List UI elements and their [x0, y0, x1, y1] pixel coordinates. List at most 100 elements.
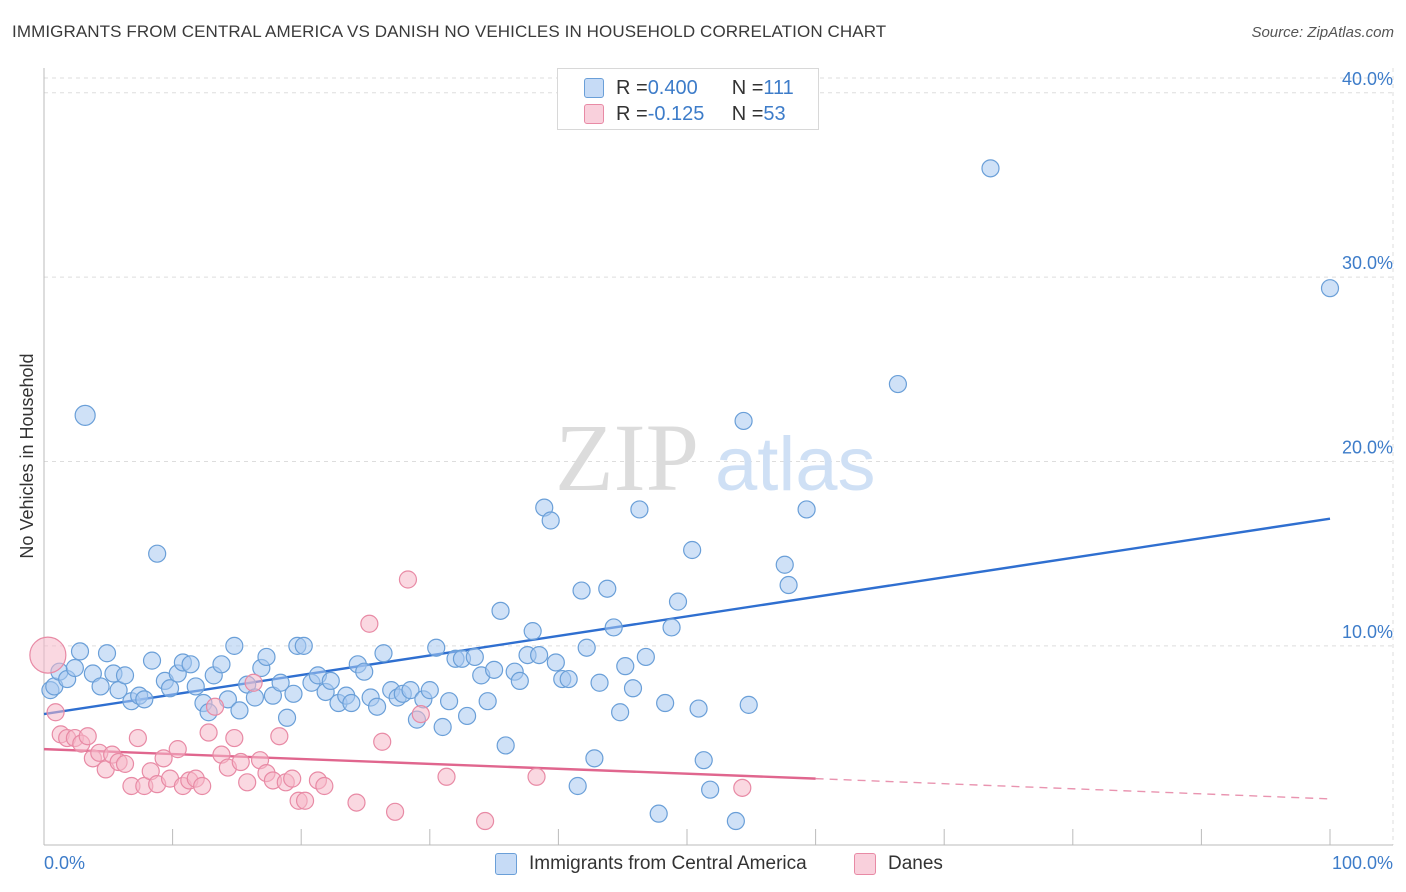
- point-immigrants: [585, 749, 604, 768]
- point-immigrants: [577, 638, 596, 657]
- point-immigrants: [701, 780, 720, 799]
- point-immigrants: [212, 655, 231, 674]
- y-tick-label: 30.0%: [1342, 253, 1393, 273]
- point-immigrants: [559, 669, 578, 689]
- point-immigrants: [662, 618, 681, 637]
- pink-swatch: [584, 104, 604, 124]
- point-immigrants: [284, 684, 303, 703]
- point-immigrants: [590, 673, 609, 692]
- trend-line-danes-extension: [815, 777, 1331, 800]
- point-immigrants: [496, 736, 515, 755]
- point-immigrants: [485, 660, 504, 679]
- r-value: 0.400: [647, 76, 698, 99]
- point-immigrants: [546, 653, 565, 672]
- point-immigrants: [568, 776, 587, 796]
- point-danes: [78, 727, 97, 746]
- point-immigrants: [70, 642, 90, 661]
- r-label: R =: [616, 76, 648, 99]
- point-immigrants: [427, 638, 446, 657]
- point-immigrants: [775, 555, 794, 574]
- point-immigrants: [342, 693, 361, 713]
- n-value: 111: [763, 76, 794, 99]
- point-immigrants: [694, 751, 713, 770]
- point-danes: [29, 636, 67, 674]
- point-immigrants: [611, 703, 630, 722]
- point-immigrants: [439, 692, 459, 711]
- point-immigrants: [374, 644, 393, 663]
- point-immigrants: [277, 708, 297, 727]
- point-immigrants: [257, 647, 276, 667]
- point-immigrants: [294, 636, 313, 655]
- point-immigrants: [74, 404, 96, 427]
- point-immigrants: [181, 655, 200, 674]
- point-danes: [475, 811, 495, 831]
- chart-title: IMMIGRANTS FROM CENTRAL AMERICA VS DANIS…: [12, 22, 887, 41]
- watermark-atlas: atlas: [715, 422, 876, 507]
- point-immigrants: [401, 681, 420, 700]
- blue-swatch: [584, 78, 604, 98]
- point-danes: [385, 802, 405, 821]
- point-immigrants: [225, 636, 244, 655]
- r-label: R =: [616, 102, 648, 125]
- point-immigrants: [510, 671, 529, 691]
- y-tick-label: 20.0%: [1342, 438, 1393, 458]
- tick-labels: 10.0% 20.0% 30.0% 40.0% 0.0% 100.0%: [44, 69, 1393, 873]
- point-immigrants: [1320, 279, 1340, 298]
- point-danes: [295, 791, 315, 810]
- point-danes: [46, 703, 65, 722]
- legend-label-danes: Danes: [888, 853, 943, 874]
- blue-legend-swatch: [495, 853, 517, 875]
- point-danes: [360, 614, 379, 633]
- point-immigrants: [739, 695, 758, 714]
- point-immigrants: [734, 411, 753, 431]
- point-immigrants: [683, 540, 702, 560]
- legend-item-immigrants: Immigrants from Central America: [495, 851, 807, 877]
- r-value: -0.125: [647, 102, 705, 125]
- point-immigrants: [230, 701, 249, 720]
- data-points: [29, 159, 1340, 831]
- point-immigrants: [478, 692, 497, 711]
- y-tick-label: 10.0%: [1342, 622, 1393, 642]
- point-danes: [373, 732, 392, 751]
- point-immigrants: [115, 666, 135, 685]
- point-danes: [270, 727, 289, 746]
- point-immigrants: [636, 647, 655, 667]
- point-immigrants: [797, 500, 816, 519]
- point-immigrants: [656, 693, 675, 713]
- point-immigrants: [604, 618, 623, 637]
- stats-legend-row-blue: R = 0.400 N = 111: [584, 76, 794, 100]
- point-immigrants: [186, 677, 205, 696]
- point-danes: [231, 752, 250, 772]
- point-immigrants: [598, 579, 617, 598]
- watermark: ZIP atlas: [555, 404, 876, 511]
- axes: [43, 68, 1393, 846]
- point-danes: [225, 728, 244, 748]
- point-immigrants: [148, 544, 167, 563]
- x-tick-label-min: 0.0%: [44, 853, 85, 873]
- point-danes: [283, 769, 302, 788]
- legend-item-danes: Danes: [854, 851, 943, 877]
- point-danes: [315, 776, 334, 796]
- point-danes: [168, 740, 187, 759]
- point-danes: [398, 570, 418, 589]
- point-immigrants: [523, 622, 542, 641]
- point-immigrants: [355, 662, 374, 681]
- point-immigrants: [616, 657, 635, 676]
- watermark-zip: ZIP: [555, 404, 699, 511]
- point-immigrants: [65, 658, 84, 678]
- point-immigrants: [649, 804, 668, 823]
- point-immigrants: [465, 647, 484, 667]
- point-danes: [199, 723, 218, 742]
- point-immigrants: [457, 706, 477, 726]
- point-immigrants: [91, 677, 110, 696]
- point-immigrants: [530, 645, 549, 665]
- point-immigrants: [142, 651, 162, 670]
- point-danes: [238, 773, 257, 792]
- point-danes: [154, 749, 173, 768]
- point-immigrants: [630, 500, 649, 519]
- point-immigrants: [160, 679, 180, 698]
- stats-legend: R = 0.400 N = 111 R = -0.125 N = 53: [557, 68, 819, 130]
- point-immigrants: [367, 697, 387, 716]
- n-label: N =: [731, 102, 764, 125]
